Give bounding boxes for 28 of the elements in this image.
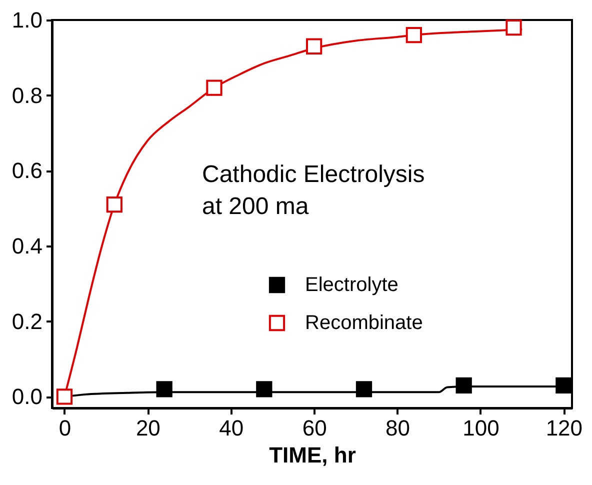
y-tick-label: 0.4 bbox=[12, 234, 42, 259]
point bbox=[406, 26, 422, 44]
point bbox=[506, 19, 522, 36]
x-tick-label: 80 bbox=[386, 416, 410, 440]
annotation: Cathodic Electrolysis at 200 ma bbox=[202, 161, 425, 220]
x-tick-label: 100 bbox=[462, 416, 500, 440]
x-tick-label: 20 bbox=[136, 416, 160, 440]
y-tick-label: 0.2 bbox=[12, 308, 42, 334]
point bbox=[206, 80, 222, 96]
x-tick-label: 120 bbox=[546, 416, 583, 440]
point bbox=[106, 196, 122, 213]
legend-label: Recombinate bbox=[305, 312, 423, 334]
point bbox=[56, 388, 73, 405]
point bbox=[456, 377, 472, 394]
x-tick-label: 0 bbox=[58, 416, 72, 440]
x-axis-title: TIME, hr bbox=[269, 442, 356, 468]
y-tick-label: 0.0 bbox=[12, 384, 42, 410]
point bbox=[356, 381, 372, 398]
y-tick-label: 0.6 bbox=[12, 158, 42, 184]
x-tick-label: 60 bbox=[302, 416, 327, 440]
point bbox=[306, 38, 322, 54]
y-tick-label: 1.0 bbox=[12, 8, 42, 32]
x-tick-label: 40 bbox=[219, 416, 244, 440]
point bbox=[156, 381, 172, 398]
point bbox=[556, 377, 572, 394]
point bbox=[256, 381, 272, 398]
y-tick-label: 0.8 bbox=[12, 82, 42, 108]
legend-label: Electrolyte bbox=[305, 274, 398, 296]
